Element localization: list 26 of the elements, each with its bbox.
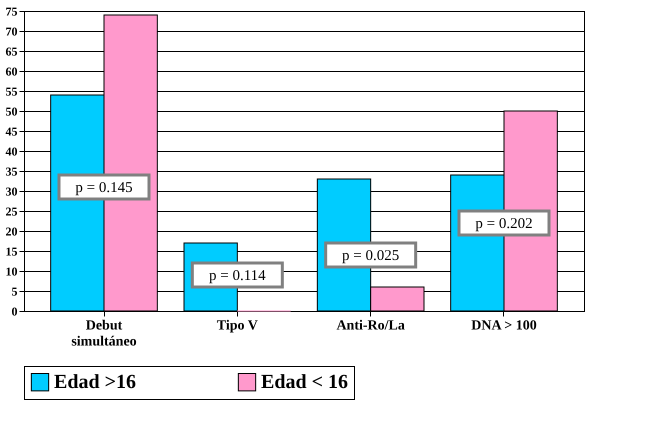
annotation: p = 0.202 (475, 216, 533, 232)
y-tick-label: 55 (6, 84, 18, 98)
annotation: p = 0.145 (75, 180, 133, 196)
x-tick-label: Debut simultáneo (71, 318, 137, 350)
y-tick-label: 35 (6, 164, 18, 178)
y-tick-label: 10 (6, 264, 18, 278)
x-tick-label: DNA > 100 (471, 318, 537, 334)
y-tick-label: 75 (6, 4, 18, 18)
y-tick-label: 65 (6, 44, 18, 58)
y-tick-label: 30 (6, 184, 18, 198)
y-tick-label: 40 (6, 144, 18, 158)
x-tick-label: Anti-Ro/La (336, 318, 405, 334)
y-tick-label: 50 (6, 104, 18, 118)
annotation: p = 0.025 (342, 248, 400, 264)
y-tick-label: 25 (6, 204, 18, 218)
y-tick-label: 20 (6, 224, 18, 238)
legend-label: Edad < 16 (261, 371, 348, 394)
legend-label: Edad >16 (54, 371, 136, 394)
y-tick-label: 5 (12, 284, 18, 298)
y-tick-label: 15 (6, 244, 18, 258)
y-tick-label: 60 (6, 64, 18, 78)
y-tick-label: 0 (12, 304, 18, 318)
x-tick-label: Tipo V (216, 318, 258, 334)
annotation: p = 0.114 (209, 268, 266, 284)
y-tick-label: 70 (6, 24, 18, 38)
y-tick-label: 45 (6, 124, 18, 138)
